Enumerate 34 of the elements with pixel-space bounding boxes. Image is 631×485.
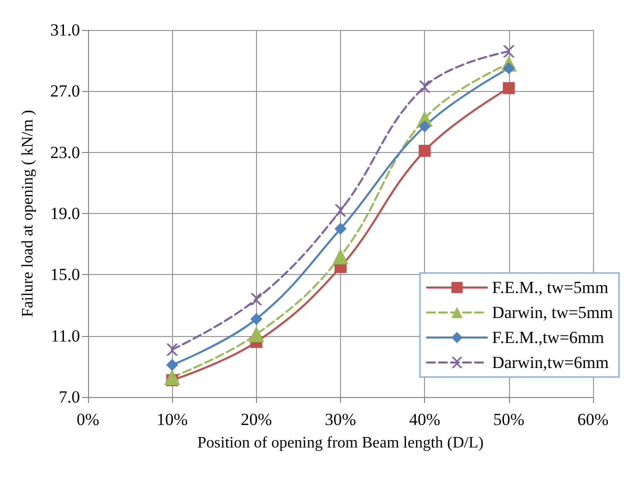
legend-label: F.E.M., tw=5mm [492,278,608,297]
y-tick-label: 7.0 [58,388,80,406]
x-tick-label: 0% [76,410,100,429]
legend-label: Darwin,tw=6mm [492,353,609,372]
point [166,344,178,356]
x-tick-label: 60% [577,410,609,429]
y-tick-label: 11.0 [50,326,80,346]
point [164,369,180,386]
point [418,144,431,157]
point [334,222,346,235]
point [418,80,431,93]
y-tick-label: 23.0 [50,142,80,162]
point [250,313,262,326]
legend-label: F.E.M.,tw=6mm [492,328,604,347]
point [502,82,515,94]
x-tick-label: 40% [409,410,440,429]
x-tick-label: 10% [156,410,188,429]
point [334,204,346,216]
point [248,326,264,342]
point [166,358,178,371]
point [502,45,515,58]
legend-label: Darwin, tw=5mm [492,303,614,322]
x-tick-label: 50% [493,410,524,429]
y-tick-label: 31.0 [50,20,80,40]
y-tick-label: 19.0 [50,204,80,223]
y-tick-label: 27.0 [50,82,80,101]
y-axis-title: Failure load at opening ( kN/m ) [20,110,36,318]
x-tick-label: 30% [324,410,356,429]
point [332,248,348,264]
point [250,293,262,306]
point [418,120,431,132]
x-tick-label: 20% [240,410,272,429]
x-axis-title: Position of opening from Beam length (D/L) [197,434,484,452]
y-tick-label: 15.0 [50,265,80,284]
